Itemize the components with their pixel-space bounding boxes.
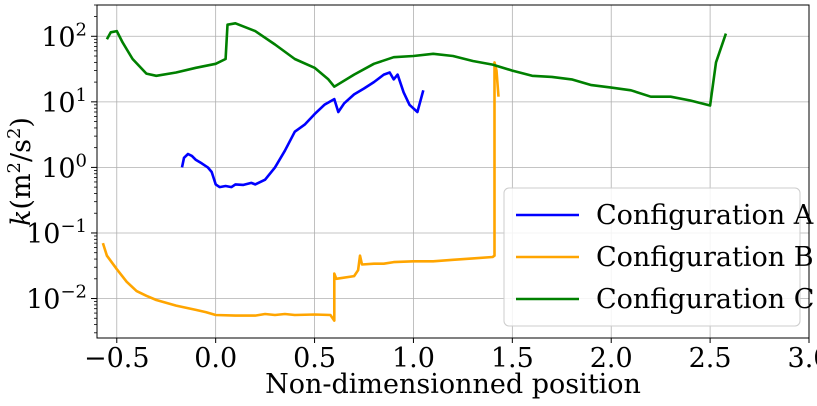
x-tick-label: 1.0 xyxy=(392,343,435,374)
legend-box xyxy=(503,187,801,327)
y-tick-label: 100 xyxy=(41,150,87,184)
series-line-1 xyxy=(180,71,425,189)
legend-label-1: Configuration A xyxy=(596,200,814,231)
plot-area-frame xyxy=(96,4,810,339)
legend-label-3: Configuration C xyxy=(596,284,814,315)
x-tick-label: 2.0 xyxy=(590,343,633,374)
x-tick-label: 2.5 xyxy=(689,343,732,374)
y-tick-label: 101 xyxy=(41,85,87,119)
y-axis-ticks: 10−2 10−1 100 101 102 xyxy=(26,4,97,334)
series-line-3 xyxy=(105,22,728,107)
x-tick-label: 3.0 xyxy=(788,343,817,374)
y-tick-label: 10−1 xyxy=(26,216,87,250)
x-axis-ticks: −0.5 0.0 0.5 1.0 1.5 2.0 2.5 3.0 xyxy=(84,338,817,374)
series-lines xyxy=(101,22,728,322)
y-tick-label: 10−2 xyxy=(26,282,87,316)
y-axis-label: k(m2​/s2​) xyxy=(4,117,37,226)
x-tick-label: 1.5 xyxy=(491,343,534,374)
x-axis-label: Non-dimensionned position xyxy=(265,369,641,400)
x-tick-label: −0.5 xyxy=(84,343,150,374)
y-tick-label: 102 xyxy=(41,19,87,53)
legend-label-2: Configuration B xyxy=(596,242,814,273)
x-tick-label: 0.0 xyxy=(194,343,237,374)
x-tick-label: 0.5 xyxy=(293,343,336,374)
series-line-2 xyxy=(101,61,500,322)
legend: Configuration A Configuration B Configurat… xyxy=(503,187,814,327)
